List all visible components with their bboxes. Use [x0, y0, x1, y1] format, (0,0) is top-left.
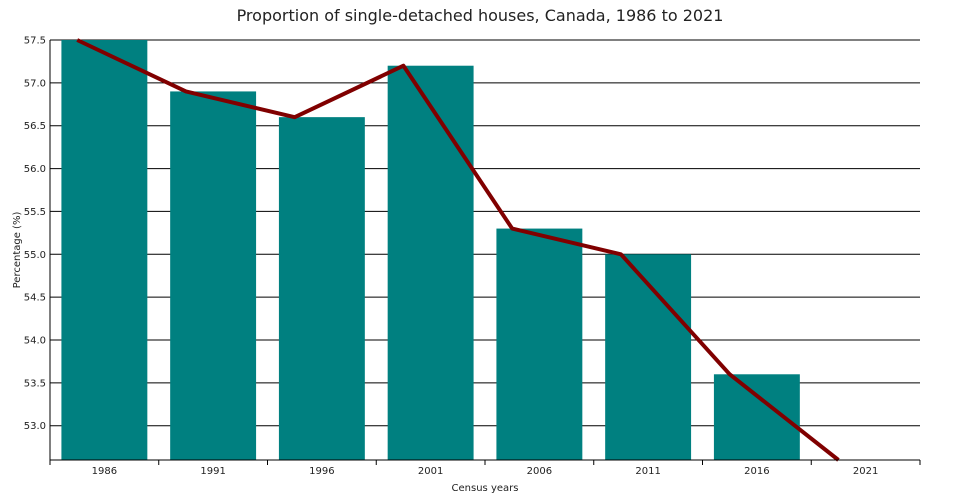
y-tick-label: 53.5 — [24, 378, 46, 389]
x-tick-label: 1986 — [92, 466, 117, 477]
bar-1986 — [61, 40, 148, 460]
y-tick-label: 53.0 — [24, 421, 46, 432]
y-tick-labels: 57.5 57.0 56.5 56.0 55.5 55.0 54.5 54.0 53.5 53.0 — [24, 36, 46, 433]
y-tick-label: 57.0 — [24, 78, 46, 89]
y-tick-label: 55.0 — [24, 250, 46, 261]
bar-1991 — [170, 91, 257, 460]
x-tick-label: 1991 — [200, 466, 225, 477]
x-tick-label: 2001 — [418, 466, 443, 477]
y-tick-label: 56.5 — [24, 121, 46, 132]
x-axis-label: Census years — [452, 483, 519, 494]
x-tick-label: 1996 — [309, 466, 334, 477]
x-tick-label: 2021 — [853, 466, 878, 477]
y-tick-label: 55.5 — [24, 207, 46, 218]
bar-2011 — [605, 254, 692, 460]
y-tick-label: 57.5 — [24, 36, 46, 47]
y-tick-label: 56.0 — [24, 164, 46, 175]
y-axis-label: Percentage (%) — [12, 212, 23, 289]
bar-1996 — [278, 117, 365, 461]
x-tick-label: 2011 — [635, 466, 660, 477]
trend-line — [76, 38, 840, 462]
line-series — [76, 38, 840, 462]
x-tick-labels: 1986 1991 1996 2001 2006 2011 2016 2021 — [92, 466, 879, 477]
y-tick-label: 54.5 — [24, 293, 46, 304]
x-tick-label: 2006 — [527, 466, 552, 477]
x-tick-label: 2016 — [744, 466, 769, 477]
bars — [61, 40, 800, 461]
chart-title: Proportion of single-detached houses, Ca… — [236, 6, 724, 25]
axes — [49, 40, 921, 465]
y-tick-label: 54.0 — [24, 336, 46, 347]
bar-2001 — [387, 65, 474, 460]
bar-2006 — [496, 228, 583, 460]
